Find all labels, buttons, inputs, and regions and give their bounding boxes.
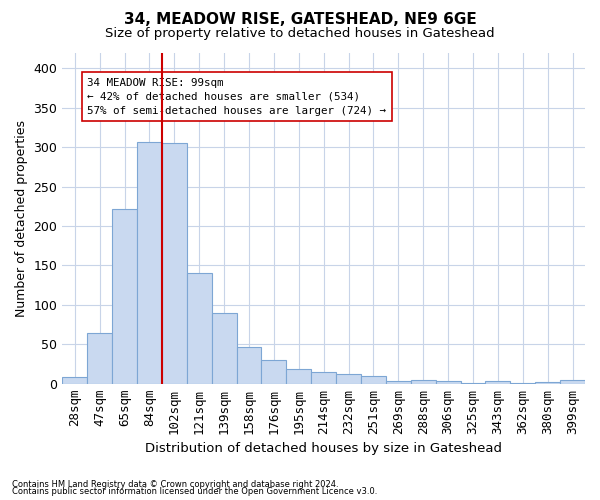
Text: Contains HM Land Registry data © Crown copyright and database right 2024.: Contains HM Land Registry data © Crown c… xyxy=(12,480,338,489)
Bar xyxy=(137,142,162,384)
Bar xyxy=(212,313,236,384)
X-axis label: Distribution of detached houses by size in Gateshead: Distribution of detached houses by size … xyxy=(145,442,502,455)
Bar xyxy=(286,369,311,384)
Text: Size of property relative to detached houses in Gateshead: Size of property relative to detached ho… xyxy=(105,28,495,40)
Bar xyxy=(411,380,436,384)
Text: 34 MEADOW RISE: 99sqm
← 42% of detached houses are smaller (534)
57% of semi-det: 34 MEADOW RISE: 99sqm ← 42% of detached … xyxy=(87,78,386,116)
Bar xyxy=(236,346,262,384)
Bar xyxy=(511,383,535,384)
Bar xyxy=(361,376,386,384)
Bar xyxy=(62,378,87,384)
Bar xyxy=(485,382,511,384)
Bar xyxy=(560,380,585,384)
Bar xyxy=(436,380,461,384)
Y-axis label: Number of detached properties: Number of detached properties xyxy=(15,120,28,316)
Bar xyxy=(535,382,560,384)
Bar xyxy=(187,274,212,384)
Bar xyxy=(311,372,336,384)
Text: 34, MEADOW RISE, GATESHEAD, NE9 6GE: 34, MEADOW RISE, GATESHEAD, NE9 6GE xyxy=(124,12,476,28)
Text: Contains public sector information licensed under the Open Government Licence v3: Contains public sector information licen… xyxy=(12,487,377,496)
Bar xyxy=(461,383,485,384)
Bar xyxy=(262,360,286,384)
Bar xyxy=(386,380,411,384)
Bar xyxy=(336,374,361,384)
Bar xyxy=(87,332,112,384)
Bar xyxy=(162,143,187,384)
Bar xyxy=(112,208,137,384)
